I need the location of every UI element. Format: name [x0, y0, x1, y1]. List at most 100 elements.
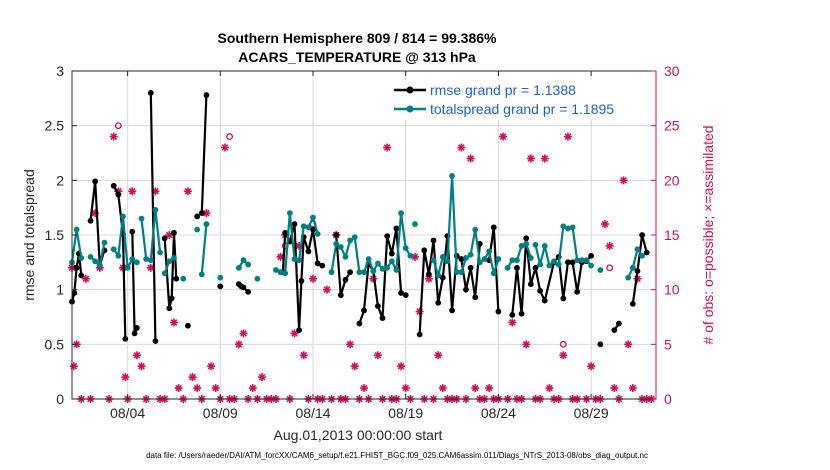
obs-assimilated-marker [109, 132, 118, 141]
totalspread-point [490, 270, 497, 277]
obs-assimilated-marker [299, 351, 308, 360]
totalspread-point [92, 258, 99, 265]
totalspread-point [337, 244, 344, 250]
rmse-point [425, 271, 432, 278]
obs-assimilated-marker [619, 176, 628, 185]
rmse-point [342, 276, 349, 283]
y-axis-label: rmse and totalspread [21, 169, 37, 301]
rmse-line-segment [149, 92, 157, 342]
rmse-point [388, 250, 395, 257]
y-tick-label: 0 [56, 391, 64, 407]
y2-axis-label: # of obs: o=possible; ×=assimilated [700, 125, 716, 344]
totalspread-point [555, 261, 562, 268]
rmse-point [569, 259, 576, 266]
totalspread-point [458, 269, 465, 276]
x-tick-label: 08/14 [295, 405, 330, 421]
totalspread-point [157, 249, 163, 256]
obs-assimilated-marker [169, 318, 178, 327]
rmse-point [203, 92, 210, 98]
rmse-point [168, 295, 175, 302]
totalspread-point [217, 274, 224, 281]
totalspread-point [523, 240, 530, 247]
obs-assimilated-marker [563, 132, 572, 141]
rmse-point [629, 300, 636, 307]
obs-assimilated-marker [499, 132, 508, 141]
totalspread-point [73, 226, 80, 233]
rmse-point [463, 286, 469, 293]
totalspread-point [254, 275, 261, 282]
rmse-point [458, 256, 465, 262]
obs-assimilated-marker [610, 384, 619, 393]
rmse-point [184, 322, 191, 329]
totalspread-point [476, 259, 483, 266]
obs-possible-marker [559, 340, 567, 348]
obs-assimilated-marker [438, 384, 447, 393]
totalspread-point [110, 246, 117, 253]
rmse-point [122, 335, 129, 342]
totalspread-point [597, 267, 604, 273]
totalspread-point [463, 255, 469, 261]
rmse-point [416, 331, 423, 338]
obs-assimilated-marker [526, 154, 535, 163]
legend-box [384, 80, 646, 120]
obs-assimilated-marker [628, 384, 637, 393]
rmse-point [398, 290, 404, 296]
rmse-point [495, 308, 502, 315]
totalspread-point [509, 257, 516, 264]
totalspread-point [370, 268, 377, 274]
totalspread-point [379, 265, 386, 272]
y-tick-label: 3 [56, 63, 64, 79]
rmse-point [574, 288, 581, 295]
rmse-point [518, 310, 525, 317]
totalspread-point [412, 221, 418, 227]
rmse-line-segment [112, 185, 127, 339]
x-axis-label: Aug.01,2013 00:00:00 start [274, 427, 443, 443]
totalspread-point [527, 255, 534, 261]
totalspread-point [282, 270, 289, 277]
obs-assimilated-marker [485, 384, 494, 393]
obs-assimilated-marker [401, 384, 410, 393]
rmse-point [217, 283, 224, 290]
rmse-point [305, 248, 312, 255]
obs-assimilated-marker [193, 384, 202, 393]
totalspread-point [639, 252, 645, 259]
totalspread-point [198, 271, 205, 278]
legend-totalspread-marker [406, 105, 414, 113]
obs-assimilated-marker [522, 340, 531, 349]
obs-assimilated-marker [545, 384, 554, 393]
rmse-point [347, 269, 353, 276]
rmse-line-segment [335, 234, 352, 297]
rmse-point [379, 315, 386, 321]
totalspread-point [435, 272, 442, 279]
x-tick-label: 08/19 [388, 405, 423, 421]
totalspread-point [245, 261, 252, 268]
obs-assimilated-marker [121, 373, 130, 382]
rmse-point [421, 247, 428, 254]
rmse-point [393, 225, 400, 232]
y-tick-label: 1.5 [45, 227, 65, 243]
totalspread-point [546, 262, 553, 269]
obs-assimilated-marker [207, 362, 216, 371]
y-tick-label: 0.5 [45, 336, 65, 352]
y2-tick-label: 25 [664, 118, 680, 134]
legend: rmse grand pr = 1.1388 totalspread grand… [384, 80, 646, 120]
rmse-point [173, 275, 180, 282]
rmse-point [588, 252, 595, 259]
obs-assimilated-marker [457, 143, 466, 152]
totalspread-point [439, 253, 446, 260]
rmse-point [611, 327, 618, 334]
totalspread-point [541, 243, 548, 249]
rmse-point [310, 226, 316, 233]
totalspread-point [351, 234, 358, 241]
y2-tick-label: 15 [664, 227, 680, 243]
obs-assimilated-marker [424, 274, 433, 283]
obs-assimilated-marker [183, 187, 192, 196]
rmse-point [171, 229, 177, 236]
x-tick-label: 08/04 [110, 405, 145, 421]
obs-assimilated-marker [415, 307, 424, 316]
totalspread-point [565, 225, 571, 232]
rmse-point [314, 260, 321, 267]
totalspread-point [625, 274, 632, 281]
totalspread-point [375, 260, 381, 267]
